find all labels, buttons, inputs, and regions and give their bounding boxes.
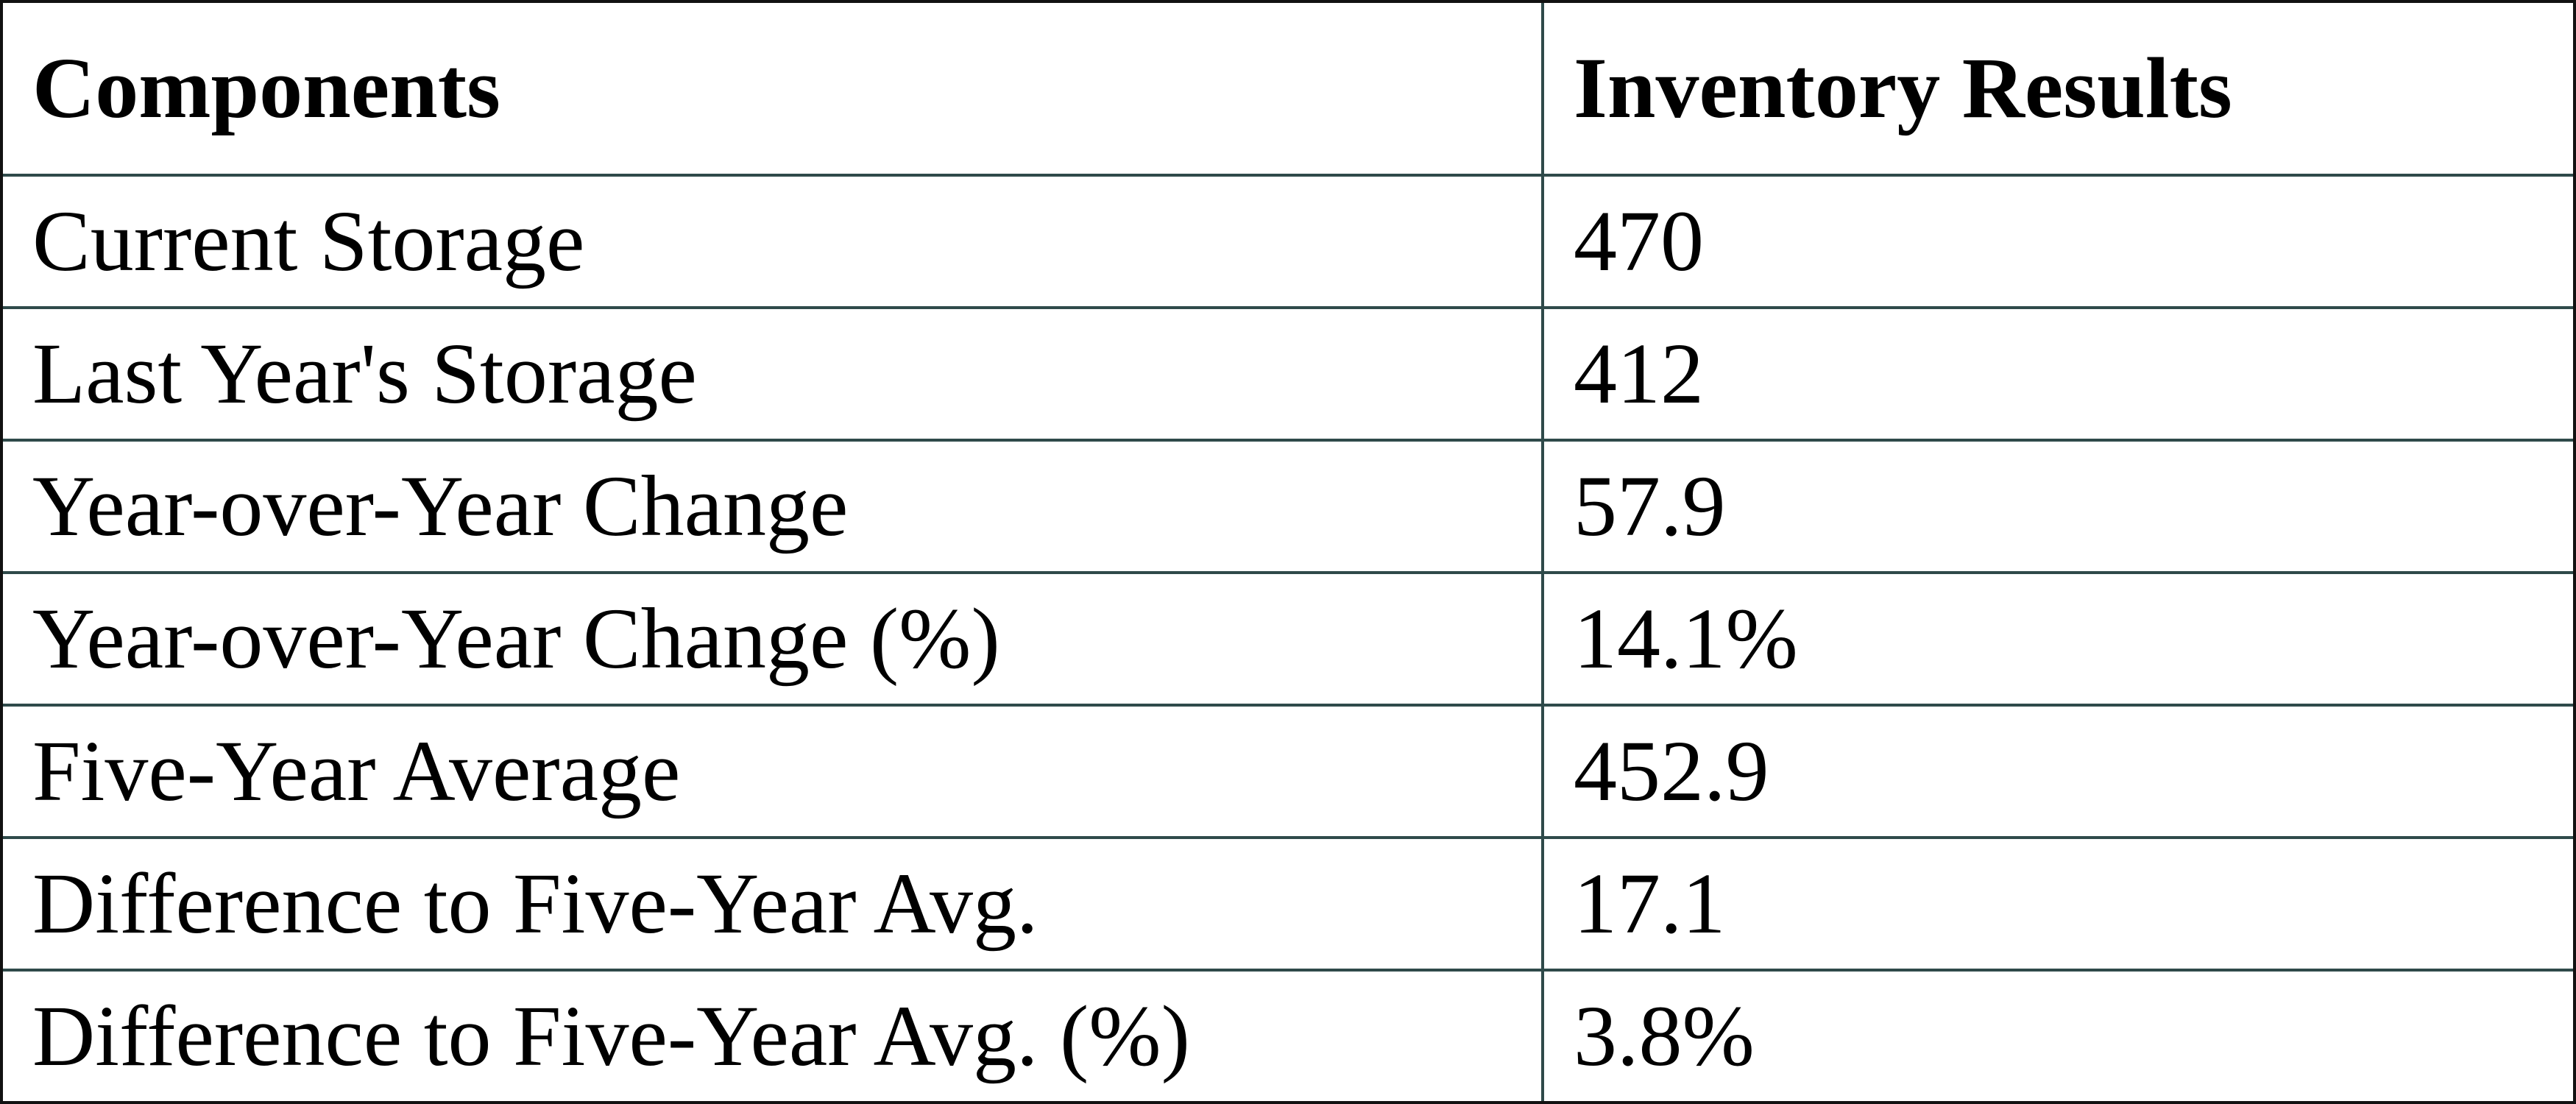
header-cell: Components (3, 3, 1541, 174)
component-cell: Difference to Five-Year Avg. (3, 839, 1541, 969)
header-cell: Inventory Results (1544, 3, 2573, 174)
result-cell: 57.9 (1544, 442, 2573, 571)
result-cell: 470 (1544, 177, 2573, 306)
component-cell: Current Storage (3, 177, 1541, 306)
result-cell: 452.9 (1544, 707, 2573, 836)
component-cell: Difference to Five-Year Avg. (%) (3, 972, 1541, 1101)
result-cell: 3.8% (1544, 972, 2573, 1101)
result-cell: 17.1 (1544, 839, 2573, 969)
result-cell: 14.1% (1544, 574, 2573, 704)
component-cell: Five-Year Average (3, 707, 1541, 836)
component-cell: Last Year's Storage (3, 309, 1541, 439)
component-cell: Year-over-Year Change (%) (3, 574, 1541, 704)
component-cell: Year-over-Year Change (3, 442, 1541, 571)
result-cell: 412 (1544, 309, 2573, 439)
